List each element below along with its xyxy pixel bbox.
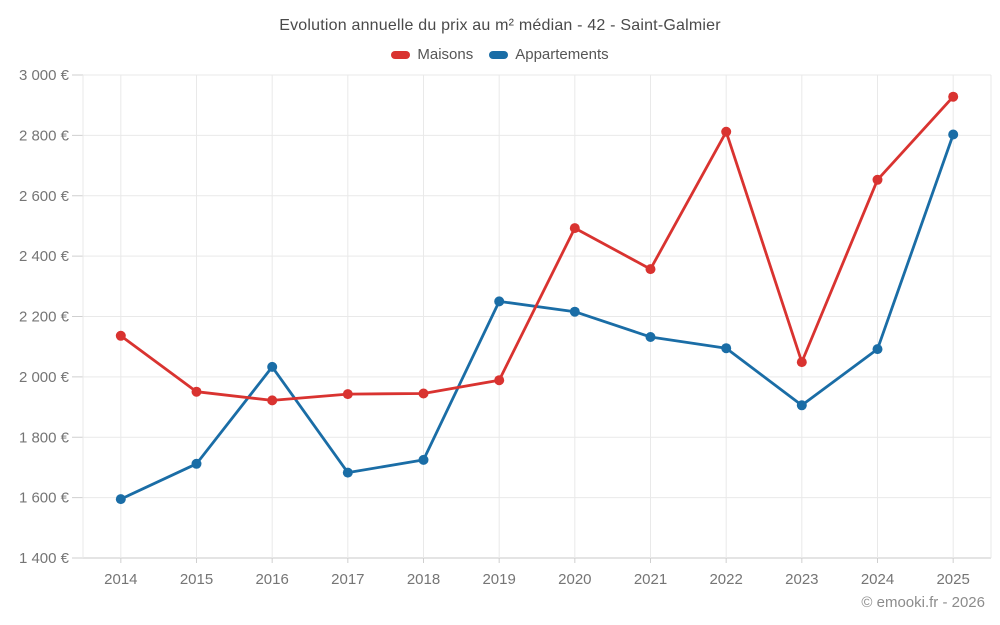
legend-label-appartements: Appartements — [515, 46, 609, 63]
point-appartements-2014[interactable] — [115, 494, 126, 505]
x-axis-label: 2019 — [482, 571, 515, 588]
point-appartements-2017[interactable] — [342, 467, 353, 478]
chart-legend: Maisons Appartements — [0, 46, 1000, 63]
point-maisons-2022[interactable] — [721, 126, 732, 137]
legend-item-maisons[interactable]: Maisons — [391, 46, 473, 63]
x-axis-label: 2017 — [331, 571, 364, 588]
maisons-series-swatch-icon — [391, 50, 411, 59]
y-axis-label: 2 000 € — [19, 369, 70, 386]
point-maisons-2014[interactable] — [115, 330, 126, 341]
point-maisons-2017[interactable] — [342, 389, 353, 400]
x-axis-label: 2023 — [785, 571, 818, 588]
x-axis-label: 2024 — [861, 571, 894, 588]
point-maisons-2016[interactable] — [267, 395, 278, 406]
legend-label-maisons: Maisons — [417, 46, 474, 63]
point-maisons-2020[interactable] — [569, 223, 580, 234]
point-appartements-2024[interactable] — [872, 344, 883, 355]
point-appartements-2015[interactable] — [191, 458, 202, 469]
x-axis-label: 2015 — [180, 571, 213, 588]
point-appartements-2016[interactable] — [267, 361, 278, 372]
point-appartements-2019[interactable] — [494, 296, 505, 307]
point-maisons-2019[interactable] — [494, 375, 505, 386]
x-axis-label: 2020 — [558, 571, 591, 588]
y-axis-label: 1 600 € — [19, 490, 70, 507]
x-axis-label: 2021 — [634, 571, 667, 588]
point-maisons-2015[interactable] — [191, 386, 202, 397]
chart-title: Evolution annuelle du prix au m² médian … — [279, 17, 721, 34]
y-axis-label: 2 800 € — [19, 127, 70, 144]
x-axis-label: 2018 — [407, 571, 440, 588]
point-appartements-2023[interactable] — [796, 400, 807, 411]
x-axis-label: 2025 — [936, 571, 969, 588]
point-maisons-2024[interactable] — [872, 174, 883, 185]
x-axis-label: 2014 — [104, 571, 137, 588]
legend-item-appartements[interactable]: Appartements — [489, 46, 609, 63]
appartements-series-swatch-icon — [489, 50, 509, 59]
point-appartements-2025[interactable] — [948, 129, 959, 140]
x-axis-label: 2016 — [255, 571, 288, 588]
y-axis-label: 2 400 € — [19, 248, 70, 265]
y-axis-label: 2 600 € — [19, 188, 70, 205]
copyright-credit: © emooki.fr - 2026 — [861, 594, 985, 611]
point-maisons-2018[interactable] — [418, 388, 429, 399]
y-axis-label: 1 400 € — [19, 550, 70, 567]
point-appartements-2018[interactable] — [418, 454, 429, 465]
point-maisons-2021[interactable] — [645, 264, 656, 275]
point-appartements-2022[interactable] — [721, 343, 732, 354]
point-maisons-2025[interactable] — [948, 91, 959, 102]
y-axis-label: 3 000 € — [19, 67, 70, 84]
y-axis-label: 2 200 € — [19, 309, 70, 326]
point-appartements-2020[interactable] — [569, 306, 580, 317]
y-axis-label: 1 800 € — [19, 429, 70, 446]
series-line-maisons — [119, 95, 955, 402]
point-maisons-2023[interactable] — [796, 357, 807, 368]
x-axis-label: 2022 — [709, 571, 742, 588]
point-appartements-2021[interactable] — [645, 332, 656, 342]
